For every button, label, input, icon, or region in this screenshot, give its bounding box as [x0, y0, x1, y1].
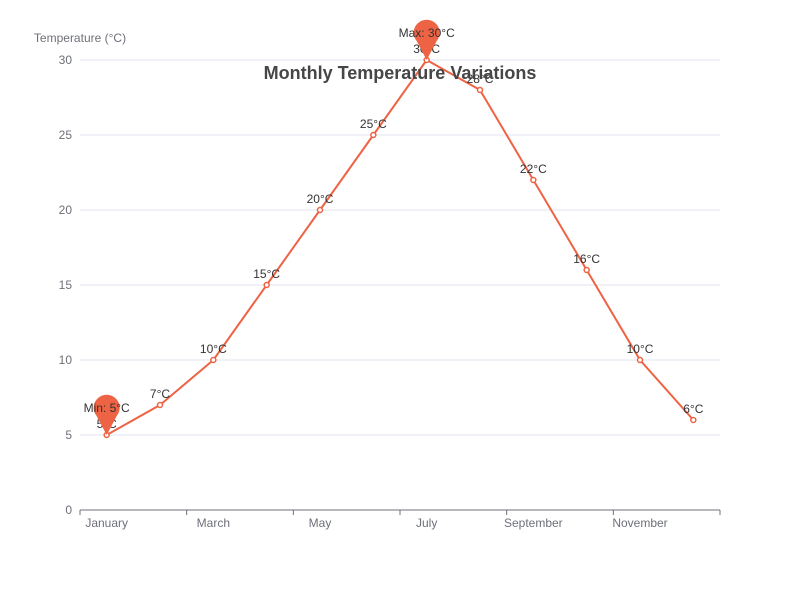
x-tick-label: July: [416, 516, 437, 530]
y-axis-label: Temperature (°C): [34, 31, 126, 45]
x-tick-label: May: [309, 516, 332, 530]
data-label: 22°C: [520, 162, 547, 176]
y-tick-label: 5: [65, 428, 72, 442]
data-point[interactable]: [530, 176, 537, 184]
pin-label: Max: 30°C: [399, 26, 455, 40]
data-point[interactable]: [210, 356, 217, 364]
marker-layer: Max: 30°C Min: 5°C: [84, 19, 455, 435]
data-label: 10°C: [200, 342, 227, 356]
pin-label: Min: 5°C: [84, 401, 130, 415]
x-tick-label: March: [197, 516, 230, 530]
chart-title: Monthly Temperature Variations: [264, 63, 537, 83]
x-tick-label: November: [612, 516, 667, 530]
pin-shape: [413, 19, 440, 60]
data-label: 6°C: [683, 402, 703, 416]
data-point[interactable]: [316, 206, 324, 214]
series-layer: [103, 56, 697, 439]
axis-layer: 0 5 10 15 20 25 30 January March May July September…: [59, 53, 721, 530]
data-point[interactable]: [476, 86, 484, 94]
data-label: 15°C: [253, 267, 280, 281]
max-marker-pin[interactable]: Max: 30°C: [399, 19, 455, 60]
y-tick-label: 0: [65, 503, 72, 517]
grid-layer: [80, 59, 720, 436]
data-label: 7°C: [150, 387, 170, 401]
data-point[interactable]: [583, 266, 590, 274]
data-label: 28°C: [467, 72, 494, 86]
y-tick-label: 25: [59, 128, 73, 142]
data-point[interactable]: [263, 281, 270, 289]
y-tick-label: 20: [59, 203, 73, 217]
y-tick-label: 30: [59, 53, 73, 67]
data-label: 25°C: [360, 117, 387, 131]
x-tick-label: September: [504, 516, 563, 530]
data-point[interactable]: [370, 131, 377, 139]
y-tick-label: 10: [59, 353, 73, 367]
data-point[interactable]: [690, 416, 697, 424]
pin-shape: [93, 394, 120, 435]
data-point[interactable]: [156, 401, 164, 409]
data-point[interactable]: [636, 356, 644, 364]
data-label-layer: 5°C7°C10°C15°C20°C25°C30°C28°C22°C16°C10…: [97, 42, 704, 431]
x-tick-label: January: [85, 516, 128, 530]
data-label: 20°C: [307, 192, 334, 206]
y-tick-label: 15: [59, 278, 73, 292]
data-label: 10°C: [627, 342, 654, 356]
series-line: [106, 59, 695, 436]
min-marker-pin[interactable]: Min: 5°C: [84, 394, 130, 435]
data-label: 16°C: [573, 252, 600, 266]
